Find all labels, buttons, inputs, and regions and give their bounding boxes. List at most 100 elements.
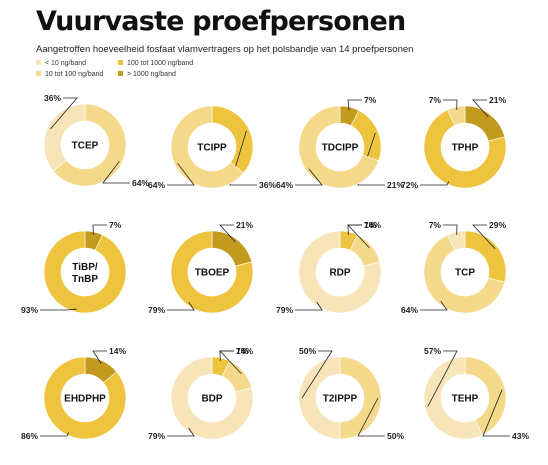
slice-gt1000	[211, 230, 253, 267]
slice-lt10	[170, 356, 254, 440]
donut-label: EHDPHP	[64, 394, 106, 405]
legend-label: 10 tot 100 ng/band	[45, 71, 104, 78]
legend-item-lt10: < 10 ng/band	[36, 59, 86, 69]
slice-callout-line	[92, 224, 107, 235]
slice-label: 79%	[276, 305, 293, 315]
donut-label-line2: TnBP	[72, 274, 98, 285]
slice-label: 93%	[21, 305, 38, 315]
donut-label-line1: TiBP/	[72, 262, 98, 273]
legend-label: 100 tot 1000 ng/band	[127, 60, 194, 67]
slice-10to100	[447, 105, 466, 126]
slice-label: 64%	[132, 178, 149, 188]
donut-label: TDCIPP	[322, 143, 359, 154]
slice-label: 7%	[429, 95, 442, 105]
slice-callout-line	[102, 160, 130, 184]
slice-label: 64%	[276, 180, 293, 190]
slice-100to1000	[43, 230, 127, 314]
slice-label: 7%	[109, 220, 122, 230]
slice-callout-line	[357, 132, 385, 186]
legend-item-gt1000: > 1000 ng/band	[118, 70, 176, 80]
donut-tcipp: 36% 64% TCIPP	[148, 105, 276, 190]
slice-lt10	[298, 356, 341, 440]
slice-callout-line	[229, 130, 257, 186]
slice-label: 14%	[109, 346, 126, 356]
slice-label: 14%	[364, 220, 381, 230]
donut-label: RDP	[329, 268, 350, 279]
slice-label: 72%	[401, 180, 418, 190]
donut-tcp: 29% 64% 7% TCP	[401, 220, 506, 315]
slice-label: 86%	[21, 431, 38, 441]
slice-lt10	[298, 230, 382, 314]
slice-label: 79%	[148, 305, 165, 315]
slice-label: 43%	[512, 431, 529, 441]
slice-callout-line	[167, 301, 195, 311]
slice-callout-line	[40, 432, 70, 437]
slice-label: 50%	[387, 431, 404, 441]
slice-callout-line	[40, 308, 77, 311]
slice-callout-line	[420, 301, 448, 311]
slice-100to1000	[43, 356, 127, 440]
slice-label: 29%	[489, 220, 506, 230]
donut-ehdphp: 14% 86% EHDPHP	[21, 346, 126, 441]
slice-lt10	[447, 230, 466, 251]
donut-tboep: 21% 79% TBOEP	[148, 220, 253, 315]
slice-100to1000	[423, 109, 507, 189]
slice-label: 57%	[424, 346, 441, 356]
slice-callout-line	[219, 350, 242, 375]
slice-label: 14%	[236, 346, 253, 356]
slice-callout-line	[167, 162, 195, 186]
slice-label: 21%	[489, 95, 506, 105]
donut-bdp: 7%14% 79% BDP	[148, 346, 253, 441]
slice-100to1000	[170, 230, 254, 314]
slice-callout-line	[472, 99, 489, 118]
slice-lt10	[423, 356, 483, 440]
slice-callout-line	[301, 350, 333, 399]
legend-swatch-10to100	[36, 70, 41, 76]
slice-10to100	[339, 356, 382, 440]
donut-label: TBOEP	[195, 268, 230, 279]
legend: < 10 ng/band 10 tot 100 ng/band 100 tot …	[36, 59, 336, 81]
donut-tcep: 64% 36% TCEP	[43, 93, 149, 188]
slice-callout-line	[167, 427, 195, 437]
donut-tehp: 43% 57% TEHP	[423, 346, 529, 441]
legend-swatch-lt10	[36, 59, 41, 65]
slice-label: 64%	[401, 305, 418, 315]
legend-swatch-gt1000	[118, 70, 123, 76]
slice-lt10	[43, 103, 86, 172]
donut-label: TCEP	[72, 141, 99, 152]
legend-swatch-100to1000	[118, 59, 123, 65]
legend-item-100to1000: 100 tot 1000 ng/band	[118, 59, 193, 69]
donut-tibp-tnbp: 7% 93% TiBP/TnBP	[21, 220, 127, 315]
donut-label: TCIPP	[197, 143, 227, 154]
donut-tphp: 21% 72% 7% TPHP	[401, 95, 506, 190]
slice-10to100	[170, 105, 245, 189]
slice-label: 7%	[364, 220, 377, 230]
donut-label: BDP	[201, 394, 222, 405]
slice-callout-line	[427, 350, 458, 407]
donut-label: TCP	[455, 268, 475, 279]
slice-label: 7%	[236, 346, 249, 356]
slice-callout-line	[443, 99, 458, 110]
donut-label: T2IPPP	[323, 394, 358, 405]
slice-callout-line	[50, 97, 78, 130]
slice-callout-line	[92, 350, 107, 364]
slice-100to1000	[211, 105, 254, 174]
donut-label: TEHP	[452, 394, 479, 405]
slice-gt1000	[464, 105, 506, 142]
legend-label: > 1000 ng/band	[127, 71, 176, 78]
slice-10to100	[52, 103, 127, 187]
slice-10to100	[464, 356, 507, 436]
page-title: Vuurvaste proefpersonen	[36, 6, 406, 37]
page-subtitle: Aangetroffen hoeveelheid fosfaat vlamver…	[36, 44, 414, 55]
slice-label: 64%	[148, 180, 165, 190]
donut-rdp: 7%14% 79% RDP	[276, 220, 381, 315]
slice-callout-line	[295, 301, 323, 311]
slice-callout-line	[472, 224, 496, 249]
slice-label: 21%	[236, 220, 253, 230]
slice-label: 7%	[429, 220, 442, 230]
legend-item-10to100: 10 tot 100 ng/band	[36, 70, 103, 80]
slice-callout-line	[219, 224, 236, 243]
slice-10to100	[298, 105, 380, 189]
slice-label: 79%	[148, 431, 165, 441]
